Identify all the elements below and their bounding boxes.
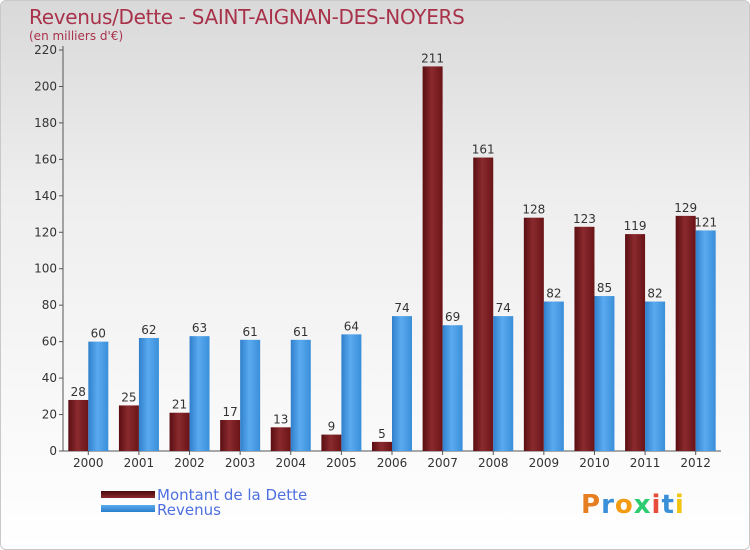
- data-label-revenue: 82: [647, 287, 662, 301]
- bar-revenue: [88, 341, 109, 451]
- bar-revenue: [442, 325, 463, 451]
- bar-debt: [169, 412, 190, 451]
- x-tick-label: 2000: [73, 456, 104, 470]
- x-tick-label: 2002: [174, 456, 205, 470]
- bar-debt: [270, 427, 291, 451]
- y-tick-label: 160: [34, 152, 57, 166]
- y-tick-label: 120: [34, 225, 57, 239]
- logo-letter: o: [614, 490, 634, 520]
- bar-debt: [422, 66, 443, 452]
- data-label-debt: 5: [378, 427, 386, 441]
- x-tick-label: 2012: [680, 456, 711, 470]
- data-label-revenue: 61: [243, 325, 258, 339]
- legend-swatch-debt: [101, 491, 155, 498]
- data-label-debt: 28: [71, 385, 86, 399]
- x-tick-label: 2003: [225, 456, 256, 470]
- data-label-revenue: 82: [546, 287, 561, 301]
- logo-letter: t: [661, 490, 675, 520]
- logo-letter: i: [651, 490, 662, 520]
- data-label-revenue: 64: [344, 319, 359, 333]
- data-label-debt: 13: [273, 412, 288, 426]
- legend-swatch-revenue: [101, 505, 155, 512]
- legend-label-debt: Montant de la Dette: [157, 486, 308, 504]
- data-label-revenue: 63: [192, 321, 207, 335]
- logo-letter: r: [601, 490, 615, 520]
- y-tick-label: 100: [34, 262, 57, 276]
- bar-debt: [372, 441, 392, 451]
- y-tick-label: 140: [34, 189, 57, 203]
- bar-revenue: [240, 339, 261, 451]
- data-label-debt: 123: [573, 212, 596, 226]
- data-label-debt: 211: [421, 51, 444, 65]
- bar-revenue: [695, 230, 716, 451]
- data-label-debt: 129: [674, 201, 697, 215]
- x-tick-label: 2004: [275, 456, 306, 470]
- y-tick-label: 80: [42, 298, 57, 312]
- bar-revenue: [493, 316, 514, 451]
- y-tick-label: 180: [34, 116, 57, 130]
- x-tick-label: 2006: [377, 456, 408, 470]
- bar-debt: [675, 215, 696, 451]
- data-label-revenue: 69: [445, 310, 460, 324]
- x-tick-label: 2011: [630, 456, 661, 470]
- data-label-revenue: 85: [597, 281, 612, 295]
- logo-letter: P: [581, 490, 602, 520]
- bar-debt: [68, 399, 89, 451]
- y-tick-label: 0: [49, 444, 57, 458]
- bar-debt: [574, 226, 595, 451]
- bar-debt: [625, 234, 646, 451]
- y-tick-label: 200: [34, 79, 57, 93]
- bar-revenue: [189, 336, 210, 451]
- legend-label-revenue: Revenus: [157, 501, 221, 519]
- y-tick-label: 20: [42, 408, 57, 422]
- bar-debt: [118, 405, 139, 451]
- bar-debt: [220, 420, 241, 451]
- data-label-debt: 25: [121, 390, 136, 404]
- data-label-revenue: 74: [394, 301, 409, 315]
- data-label-revenue: 61: [293, 325, 308, 339]
- data-label-debt: 119: [624, 219, 647, 233]
- x-tick-label: 2007: [427, 456, 458, 470]
- bar-debt: [473, 157, 494, 452]
- data-label-debt: 161: [472, 143, 495, 157]
- chart-subtitle: (en milliers d'€): [29, 29, 124, 43]
- y-tick-label: 40: [42, 371, 57, 385]
- data-label-revenue: 60: [91, 327, 106, 341]
- data-label-revenue: 121: [694, 215, 717, 229]
- bar-revenue: [543, 301, 564, 451]
- x-tick-label: 2001: [124, 456, 155, 470]
- data-label-revenue: 62: [141, 323, 156, 337]
- bar-debt: [321, 434, 342, 451]
- x-tick-label: 2005: [326, 456, 357, 470]
- bar-revenue: [645, 301, 666, 451]
- data-label-debt: 128: [522, 203, 545, 217]
- bar-revenue: [290, 339, 311, 451]
- data-label-revenue: 74: [496, 301, 511, 315]
- data-label-debt: 21: [172, 398, 187, 412]
- bar-revenue: [341, 334, 362, 451]
- x-tick-label: 2009: [529, 456, 560, 470]
- x-tick-label: 2008: [478, 456, 509, 470]
- y-tick-label: 60: [42, 335, 57, 349]
- logo-letter: i: [674, 490, 685, 520]
- bar-debt: [523, 217, 544, 451]
- proxiti-logo: Proxiti: [581, 490, 685, 520]
- chart-title: Revenus/Dette - SAINT-AIGNAN-DES-NOYERS: [29, 5, 465, 29]
- bar-revenue: [138, 337, 159, 451]
- data-label-debt: 17: [223, 405, 238, 419]
- bar-revenue: [392, 316, 412, 451]
- data-label-debt: 9: [328, 420, 336, 434]
- bar-revenue: [594, 296, 615, 451]
- logo-letter: x: [633, 490, 652, 520]
- y-tick-label: 220: [34, 43, 57, 57]
- x-tick-label: 2010: [579, 456, 610, 470]
